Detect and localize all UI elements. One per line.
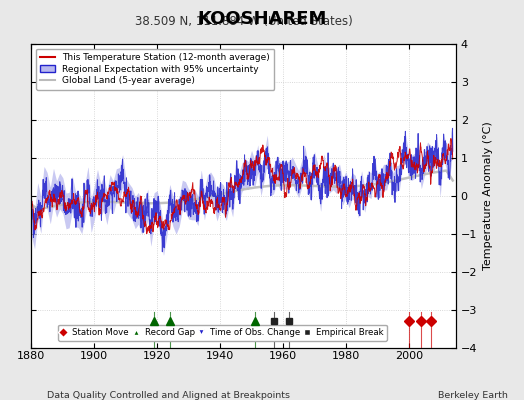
Text: Data Quality Controlled and Aligned at Breakpoints: Data Quality Controlled and Aligned at B… [47,391,290,400]
Text: Berkeley Earth: Berkeley Earth [439,391,508,400]
Title: 38.509 N, 111.884 W (United States): 38.509 N, 111.884 W (United States) [135,14,353,28]
Legend: Station Move, Record Gap, Time of Obs. Change, Empirical Break: Station Move, Record Gap, Time of Obs. C… [58,325,387,341]
Text: KOOSHAREM: KOOSHAREM [198,10,326,28]
Y-axis label: Temperature Anomaly (°C): Temperature Anomaly (°C) [483,122,493,270]
